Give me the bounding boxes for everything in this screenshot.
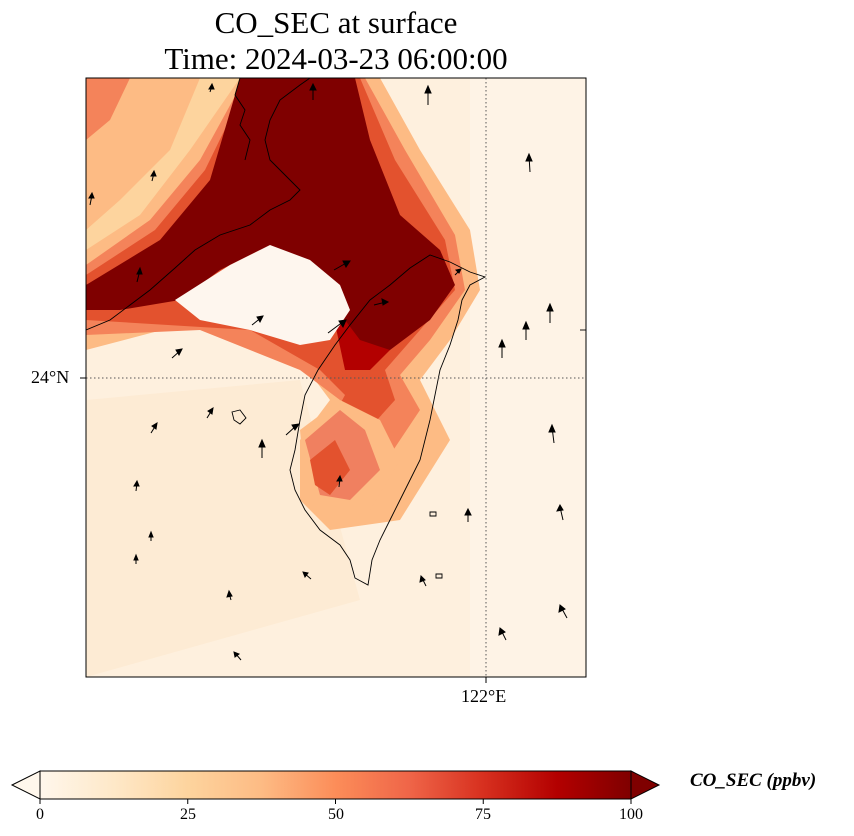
colorbar-extend-max [630,770,661,800]
colorbar-tick-label: 100 [619,806,643,823]
concentration-field [86,78,586,677]
gridlines [86,78,586,677]
coastline [86,78,586,586]
colorbar-tick-label: 75 [475,806,491,823]
lon-tick-label: 122°E [461,686,507,706]
colorbar [10,770,661,804]
colorbar-extend-min [10,770,41,800]
colorbar-tick-label: 50 [328,806,344,823]
wind-vectors [88,82,568,661]
map-title: CO_SEC at surface [214,5,458,40]
colorbar-label: CO_SEC (ppbv) [690,770,817,791]
map-time-subtitle: Time: 2024-03-23 06:00:00 [164,41,508,76]
lat-tick-label: 24°N [31,367,70,387]
colorbar-tick-label: 25 [180,806,196,823]
colorbar-tick-label: 0 [36,806,44,823]
colorbar-gradient [39,770,632,800]
